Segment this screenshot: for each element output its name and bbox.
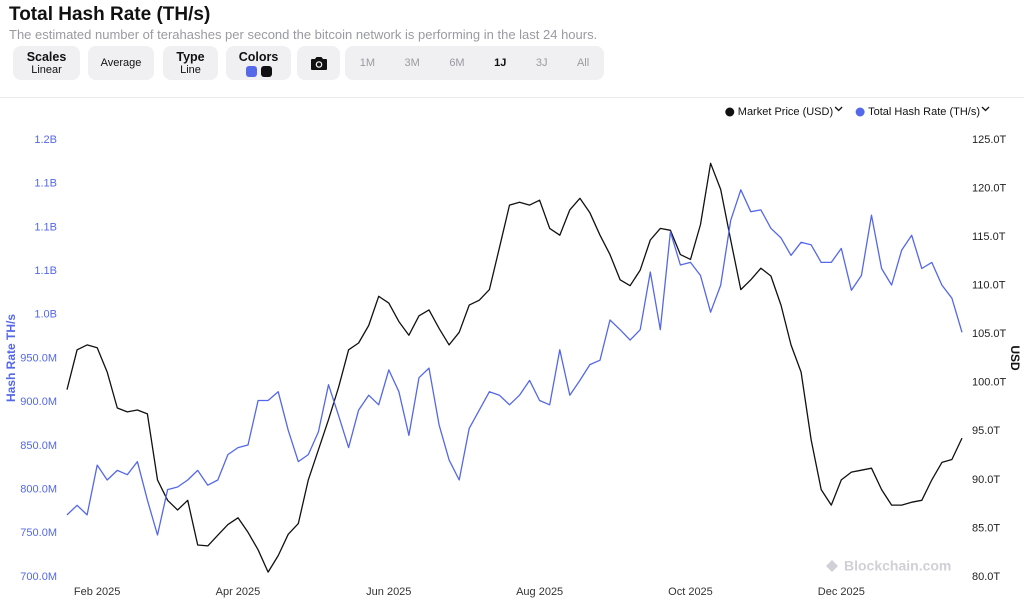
camera-icon	[310, 57, 327, 70]
legend-label: Total Hash Rate (TH/s)	[868, 106, 980, 118]
button-label: Type	[176, 50, 205, 64]
color-swatch	[260, 65, 272, 77]
watermark-group: Blockchain.com	[826, 558, 951, 574]
y-tick-label: 1.0B	[34, 309, 57, 321]
y-tick-label: 1.1B	[34, 265, 57, 277]
range-button[interactable]: 6M	[449, 57, 465, 69]
color-swatch	[245, 65, 257, 77]
button-label: Average	[100, 57, 142, 69]
y-tick-label: 750.0M	[20, 527, 57, 539]
button-value: Linear	[31, 64, 62, 76]
x-tick-label: Feb 2025	[74, 586, 120, 598]
scales-button[interactable]: Scales Linear	[13, 46, 80, 80]
y2-tick-label: 105.0T	[972, 328, 1007, 340]
legend-marker	[725, 107, 735, 117]
range-button[interactable]: 3M	[404, 57, 420, 69]
legend-label: Market Price (USD)	[738, 106, 833, 118]
colors-button[interactable]: Colors	[226, 46, 291, 80]
range-selector: 1M 3M 6M 1J 3J All	[345, 46, 604, 80]
y-tick-label: 950.0M	[20, 352, 57, 364]
range-button[interactable]: 3J	[535, 57, 548, 69]
series-line	[66, 189, 963, 536]
y-tick-label: 1.1B	[34, 221, 57, 233]
y-tick-label: 700.0M	[20, 571, 57, 583]
button-label: Scales	[26, 50, 67, 64]
y-tick-label: 1.1B	[34, 178, 57, 190]
legend: Market Price (USD) Total Hash Rate (TH/s)	[725, 106, 990, 118]
y2-tick-label: 110.0T	[972, 280, 1006, 292]
screenshot-button[interactable]	[297, 46, 340, 80]
type-button[interactable]: Type Line	[163, 46, 218, 80]
y2-tick-label: 125.0T	[972, 134, 1007, 146]
watermark: Blockchain.com	[844, 558, 951, 574]
legend-marker	[855, 107, 865, 117]
y2-tick-label: 80.0T	[972, 571, 1000, 583]
y-tick-label: 850.0M	[20, 440, 57, 452]
range-button[interactable]: All	[576, 57, 590, 69]
y-tick-label: 1.2B	[34, 134, 57, 146]
y2-tick-label: 85.0T	[972, 522, 1000, 534]
legend-chevron	[834, 106, 843, 112]
title: Total Hash Rate (TH/s)	[9, 4, 211, 25]
legend-item: Total Hash Rate (TH/s)	[855, 106, 990, 118]
y-tick-label: 900.0M	[20, 396, 57, 408]
swatches	[245, 65, 272, 77]
subtitle: The estimated number of terahashes per s…	[9, 27, 598, 42]
y2-tick-label: 95.0T	[972, 425, 1000, 437]
button-value: Line	[180, 64, 201, 76]
y-axis-title: Hash Rate TH/s	[4, 314, 18, 402]
y2-tick-label: 90.0T	[972, 474, 1000, 486]
y2-tick-label: 120.0T	[972, 182, 1007, 194]
y-tick-label: 800.0M	[20, 484, 57, 496]
series-line	[66, 162, 963, 573]
separator	[0, 97, 1024, 98]
legend-item: Market Price (USD)	[725, 106, 843, 118]
average-button[interactable]: Average	[88, 46, 154, 80]
x-tick-label: Jun 2025	[366, 586, 411, 598]
y2-axis-title: USD	[1008, 345, 1022, 371]
watermark-logo	[826, 560, 838, 572]
x-tick-label: Oct 2025	[668, 586, 713, 598]
y2-tick-label: 100.0T	[972, 377, 1007, 389]
button-label: Colors	[238, 49, 279, 64]
y2-tick-label: 115.0T	[972, 231, 1006, 243]
x-tick-label: Dec 2025	[818, 586, 865, 598]
x-tick-label: Aug 2025	[516, 586, 563, 598]
x-tick-label: Apr 2025	[216, 586, 261, 598]
range-button[interactable]: 1M	[359, 57, 376, 69]
range-button[interactable]: 1J	[494, 57, 507, 69]
legend-chevron	[981, 106, 990, 112]
